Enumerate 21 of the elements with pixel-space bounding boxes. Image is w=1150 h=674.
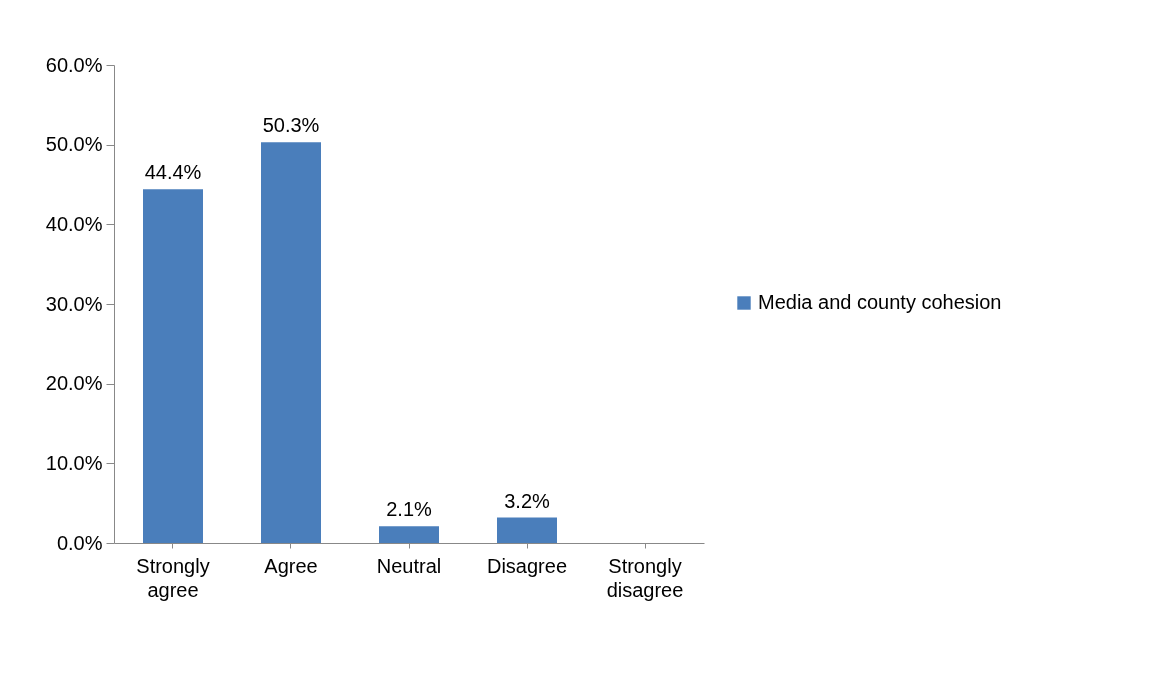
bar (261, 142, 321, 543)
x-tick-label: Disagree (486, 554, 568, 577)
data-label: 3.2% (504, 489, 551, 512)
x-tick-label: Strongly disagree (606, 554, 684, 601)
y-tick-label: 0.0% (56, 531, 103, 554)
y-tick-label: 30.0% (45, 292, 103, 315)
x-tick-label: Strongly agree (136, 554, 210, 601)
y-tick-label: 20.0% (45, 372, 103, 395)
data-label: 50.3% (262, 114, 320, 137)
y-tick-label: 50.0% (45, 133, 103, 156)
x-tick-label: Agree (264, 554, 318, 577)
x-tick-label: Neutral (376, 554, 442, 577)
bar (143, 189, 203, 543)
bar (379, 526, 439, 543)
y-tick-label: 40.0% (45, 212, 103, 235)
data-label: 44.4% (144, 161, 202, 184)
bar (497, 517, 557, 543)
y-tick-label: 60.0% (45, 53, 103, 76)
legend-label: Media and county cohesion (758, 291, 1002, 313)
data-label: 2.1% (386, 498, 433, 521)
y-tick-label: 10.0% (45, 451, 103, 474)
